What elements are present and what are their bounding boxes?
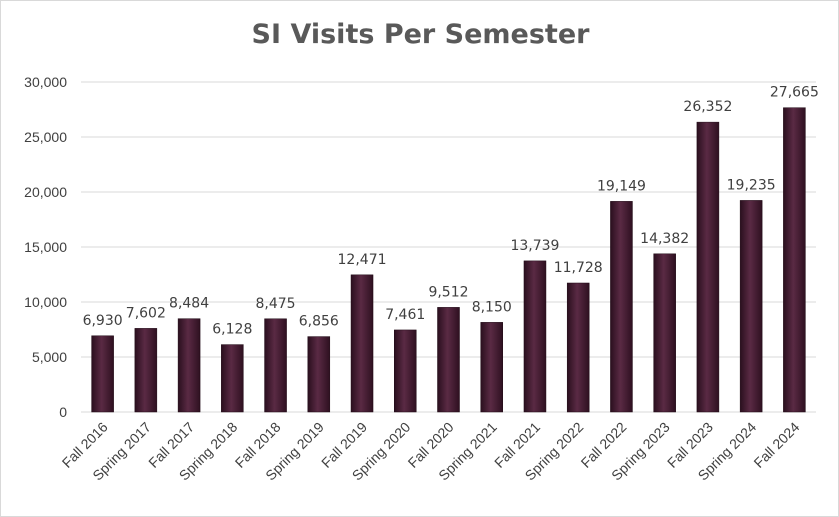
data-label: 12,471 bbox=[338, 252, 387, 268]
data-label: 27,665 bbox=[770, 85, 819, 101]
data-label: 13,739 bbox=[510, 238, 559, 254]
data-label: 7,461 bbox=[385, 307, 425, 323]
data-label: 7,602 bbox=[126, 305, 166, 321]
bar bbox=[696, 121, 720, 413]
y-tick-label: 5,000 bbox=[32, 349, 67, 365]
bar bbox=[783, 107, 806, 413]
y-tick-label: 25,000 bbox=[24, 129, 67, 145]
x-tick-label: Fall 2024 bbox=[750, 419, 802, 471]
bar bbox=[221, 344, 244, 413]
data-label: 8,150 bbox=[472, 299, 512, 315]
bar bbox=[739, 200, 763, 413]
data-label: 6,930 bbox=[83, 313, 123, 329]
data-label: 19,235 bbox=[727, 177, 776, 193]
y-tick-label: 10,000 bbox=[24, 294, 67, 310]
bars bbox=[91, 107, 806, 413]
data-label: 11,728 bbox=[554, 260, 603, 276]
y-tick-label: 0 bbox=[59, 404, 67, 420]
bar bbox=[394, 329, 417, 413]
bar bbox=[177, 318, 201, 413]
bar bbox=[307, 336, 331, 413]
data-label: 26,352 bbox=[683, 99, 732, 115]
y-tick-label: 20,000 bbox=[24, 184, 67, 200]
data-label: 14,382 bbox=[640, 231, 689, 247]
bar bbox=[566, 282, 590, 413]
data-label: 8,484 bbox=[169, 296, 209, 312]
bar bbox=[91, 335, 114, 413]
bar bbox=[437, 307, 460, 413]
bar bbox=[653, 253, 676, 413]
bar bbox=[480, 322, 503, 413]
bar bbox=[523, 260, 547, 413]
bar bbox=[350, 274, 374, 413]
chart-title: SI Visits Per Semester bbox=[251, 19, 590, 50]
y-axis-ticks: 0 5,000 10,000 15,000 20,000 25,000 30,000 bbox=[24, 74, 67, 420]
bar bbox=[610, 201, 633, 413]
data-label: 6,128 bbox=[212, 322, 252, 338]
data-label: 8,475 bbox=[256, 296, 296, 312]
bar bbox=[264, 318, 287, 413]
y-tick-label: 15,000 bbox=[24, 239, 67, 255]
data-label: 9,512 bbox=[428, 284, 468, 300]
data-label: 6,856 bbox=[299, 314, 339, 330]
bar bbox=[134, 328, 158, 413]
y-tick-label: 30,000 bbox=[24, 74, 67, 90]
data-label: 19,149 bbox=[597, 178, 646, 194]
